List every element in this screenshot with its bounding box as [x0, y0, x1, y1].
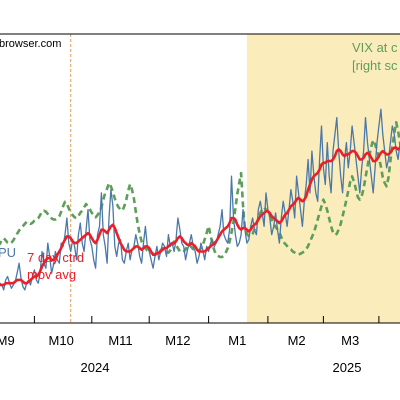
x-tick-label: M1: [228, 333, 246, 348]
x-tick-label: M11: [108, 333, 132, 348]
x-tick-label: M12: [165, 333, 190, 348]
annotation-vix: VIX at c [right sc: [352, 40, 398, 73]
series-layer: [0, 108, 400, 291]
year-label: 2024: [81, 360, 110, 375]
x-tick-label: M2: [288, 333, 306, 348]
x-axis-ticks: [33, 316, 380, 323]
x-tick-label: M9: [0, 333, 15, 348]
source-text: browser.com: [0, 38, 61, 50]
x-axis-tick-labels: M9 M10 M11 M12 M1 M2 M3: [0, 333, 359, 348]
x-tick-label: M3: [341, 333, 359, 348]
year-label: 2025: [333, 360, 362, 375]
shaded-period: [246, 34, 400, 323]
annotation-ma: 7 day ctrd mov avg: [27, 250, 84, 282]
x-tick-label: M10: [49, 333, 74, 348]
annotation-layer: VIX at c [right sc PU 7 day ctrd mov avg: [0, 40, 398, 282]
series-line-epu_ma: [0, 146, 400, 287]
annotation-epu: PU: [0, 245, 16, 260]
series-line-epu: [0, 108, 400, 291]
x-axis-year-labels: 2024 2025: [81, 360, 362, 375]
